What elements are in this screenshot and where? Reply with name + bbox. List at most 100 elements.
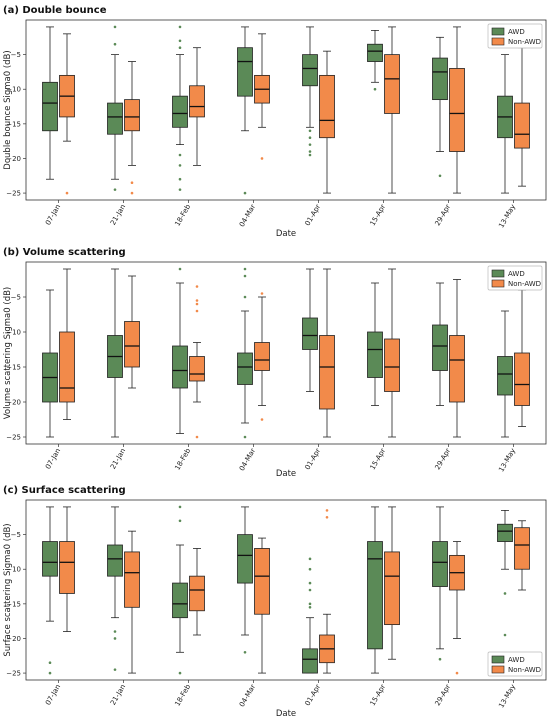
x-tick-label: 15-Apr bbox=[369, 203, 388, 227]
y-tick-label: −15 bbox=[6, 364, 21, 372]
flier-point bbox=[130, 191, 134, 195]
box-body bbox=[254, 342, 270, 371]
flier-point bbox=[113, 630, 117, 633]
box-body bbox=[107, 102, 123, 135]
flier-point bbox=[373, 87, 377, 91]
box-body bbox=[497, 523, 513, 542]
box-body bbox=[367, 541, 383, 650]
box-non-awd bbox=[254, 537, 270, 674]
y-tick-label: −15 bbox=[6, 600, 21, 608]
legend: AWD Non-AWD bbox=[487, 265, 543, 291]
flier-point bbox=[325, 516, 329, 519]
box-body bbox=[432, 57, 448, 101]
box-body bbox=[514, 352, 530, 406]
box-awd bbox=[237, 506, 253, 654]
flier-point bbox=[260, 418, 264, 421]
box-body bbox=[319, 74, 335, 139]
box-awd bbox=[107, 506, 123, 671]
box-awd bbox=[367, 506, 383, 674]
box-non-awd bbox=[384, 268, 400, 438]
y-axis-label: Volume scattering Sigma0 (dB) bbox=[3, 287, 13, 419]
box-body bbox=[514, 102, 530, 149]
box-non-awd bbox=[189, 285, 205, 439]
y-tick-label: −25 bbox=[6, 190, 21, 198]
box-non-awd bbox=[59, 506, 75, 632]
flier-point bbox=[113, 25, 117, 29]
box-awd bbox=[172, 25, 188, 191]
flier-point bbox=[178, 46, 182, 49]
box-non-awd bbox=[514, 289, 530, 427]
box-non-awd bbox=[384, 506, 400, 660]
box-body bbox=[432, 324, 448, 371]
box-body bbox=[302, 648, 318, 674]
box-body bbox=[302, 54, 318, 87]
flier-point bbox=[178, 267, 182, 271]
x-tick-label: 21-Jan bbox=[109, 203, 127, 227]
flier-point bbox=[308, 567, 312, 571]
box-body bbox=[237, 352, 253, 385]
box-non-awd bbox=[449, 279, 465, 438]
x-axis-label: Date bbox=[276, 469, 296, 479]
flier-point bbox=[308, 153, 312, 157]
box-non-awd bbox=[124, 275, 140, 389]
legend-swatch bbox=[491, 655, 505, 664]
flier-point bbox=[243, 191, 247, 195]
box-awd bbox=[497, 509, 513, 637]
flier-point bbox=[195, 435, 199, 439]
y-tick-label: −20 bbox=[6, 635, 21, 643]
flier-point bbox=[243, 651, 247, 654]
box-non-awd bbox=[189, 548, 205, 636]
box-non-awd bbox=[124, 61, 140, 195]
flier-point bbox=[178, 188, 182, 191]
flier-point bbox=[178, 25, 182, 29]
box-body bbox=[384, 551, 400, 626]
x-tick-label: 29-Apr bbox=[434, 203, 453, 227]
box-body bbox=[237, 534, 253, 584]
box-body bbox=[367, 43, 383, 62]
box-awd bbox=[237, 267, 253, 439]
flier-point bbox=[503, 592, 507, 595]
x-tick-label: 18-Feb bbox=[173, 447, 192, 472]
box-body bbox=[497, 356, 513, 396]
plot-frame bbox=[25, 261, 547, 445]
box-non-awd bbox=[384, 26, 400, 194]
y-tick-label: −20 bbox=[6, 155, 21, 163]
box-awd bbox=[172, 505, 188, 675]
flier-point bbox=[195, 299, 199, 302]
flier-point bbox=[48, 671, 52, 675]
box-body bbox=[172, 95, 188, 128]
flier-point bbox=[308, 588, 312, 592]
chart-title: (a) Double bounce bbox=[3, 5, 107, 16]
plot-frame bbox=[25, 499, 547, 681]
flier-point bbox=[113, 637, 117, 640]
box-awd bbox=[497, 54, 513, 194]
y-axis-label: Surface scattering Sigma0 (dB) bbox=[3, 523, 13, 656]
box-body bbox=[449, 335, 465, 403]
chart-title: (c) Surface scattering bbox=[3, 485, 126, 496]
box-body bbox=[384, 54, 400, 114]
flier-point bbox=[243, 435, 247, 439]
y-tick-label: −5 bbox=[11, 294, 21, 302]
flier-point bbox=[455, 671, 459, 675]
x-tick-label: 21-Jan bbox=[109, 683, 127, 707]
flier-point bbox=[260, 292, 264, 295]
flier-point bbox=[243, 295, 247, 299]
flier-point bbox=[178, 505, 182, 509]
flier-point bbox=[195, 309, 199, 313]
flier-point bbox=[178, 177, 182, 181]
box-body bbox=[237, 47, 253, 97]
box-non-awd bbox=[319, 50, 335, 194]
x-tick-label: 01-Apr bbox=[304, 447, 323, 471]
box-awd bbox=[367, 282, 383, 406]
x-tick-label: 04-Mar bbox=[238, 683, 257, 708]
y-tick-label: −20 bbox=[6, 399, 21, 407]
flier-point bbox=[113, 668, 117, 671]
box-non-awd bbox=[319, 509, 335, 674]
x-axis-label: Date bbox=[276, 709, 296, 719]
box-awd bbox=[432, 282, 448, 406]
box-body bbox=[124, 551, 140, 608]
box-body bbox=[449, 68, 465, 152]
legend-label: Non-AWD bbox=[508, 666, 541, 674]
